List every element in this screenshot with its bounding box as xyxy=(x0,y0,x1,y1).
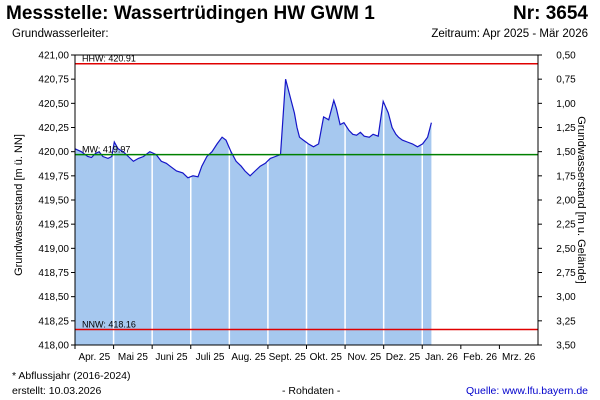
y-tick-label: 421,00 xyxy=(38,51,69,62)
y2-tick-label: 0,75 xyxy=(556,75,576,86)
x-tick-label: Juli 25 xyxy=(196,352,225,363)
y-tick-label: 420,25 xyxy=(38,123,69,134)
x-tick-label: Mai 25 xyxy=(118,352,148,363)
x-tick-label: Okt. 25 xyxy=(310,352,343,363)
x-tick-label: Aug. 25 xyxy=(231,352,266,363)
x-tick-label: Juni 25 xyxy=(155,352,188,363)
y2-tick-label: 1,75 xyxy=(556,171,576,182)
station-number: Nr: 3654 xyxy=(513,3,588,24)
y2-tick-label: 3,00 xyxy=(556,292,576,303)
y2-axis-title: Grundwasserstand [m u. Gelände] xyxy=(575,116,587,284)
reference-label-mw: MW: 419.97 xyxy=(82,145,130,155)
y2-tick-label: 1,50 xyxy=(556,147,576,158)
x-tick-label: Mrz. 26 xyxy=(502,352,536,363)
y2-tick-label: 1,00 xyxy=(556,99,576,110)
y2-tick-label: 2,00 xyxy=(556,196,576,207)
source-link[interactable]: Quelle: www.lfu.bayern.de xyxy=(466,385,588,397)
y2-tick-label: 2,75 xyxy=(556,268,576,279)
y-tick-label: 419,75 xyxy=(38,171,69,182)
footnote: * Abflussjahr (2016-2024) xyxy=(12,370,131,382)
reference-label-hhw: HHW: 420.91 xyxy=(82,54,136,64)
x-tick-label: Apr. 25 xyxy=(78,352,110,363)
y-tick-label: 418,75 xyxy=(38,268,69,279)
y-tick-label: 418,50 xyxy=(38,292,69,303)
series-line xyxy=(74,79,432,179)
aquifer-label: Grundwasserleiter: xyxy=(12,28,109,40)
reference-label-nnw: NNW: 418.16 xyxy=(82,320,136,330)
y2-tick-label: 1,25 xyxy=(556,123,576,134)
y-tick-label: 418,00 xyxy=(38,341,69,352)
x-tick-label: Dez. 25 xyxy=(386,352,421,363)
y2-tick-label: 2,50 xyxy=(556,244,576,255)
y-tick-label: 419,00 xyxy=(38,244,69,255)
raw-data-label: - Rohdaten - xyxy=(282,385,341,397)
x-tick-label: Nov. 25 xyxy=(348,352,382,363)
period-label: Zeitraum: Apr 2025 - Mär 2026 xyxy=(431,28,588,40)
y2-tick-label: 0,50 xyxy=(556,51,576,62)
y-axis-title: Grundwasserstand [m ü. NN] xyxy=(13,134,25,276)
series-area xyxy=(75,79,432,345)
y-tick-label: 420,00 xyxy=(38,147,69,158)
x-tick-label: Jan. 26 xyxy=(425,352,458,363)
y2-tick-label: 3,25 xyxy=(556,316,576,327)
y-tick-label: 419,50 xyxy=(38,196,69,207)
y-tick-label: 420,50 xyxy=(38,99,69,110)
y-tick-label: 418,25 xyxy=(38,316,69,327)
x-tick-label: Feb. 26 xyxy=(463,352,497,363)
y2-tick-label: 2,25 xyxy=(556,220,576,231)
created-date: erstellt: 10.03.2026 xyxy=(12,385,102,397)
y-tick-label: 420,75 xyxy=(38,75,69,86)
x-tick-label: Sept. 25 xyxy=(269,352,307,363)
y-tick-label: 419,25 xyxy=(38,220,69,231)
y2-tick-label: 3,50 xyxy=(556,341,576,352)
station-title: Messstelle: Wassertrüdingen HW GWM 1 xyxy=(6,3,375,24)
